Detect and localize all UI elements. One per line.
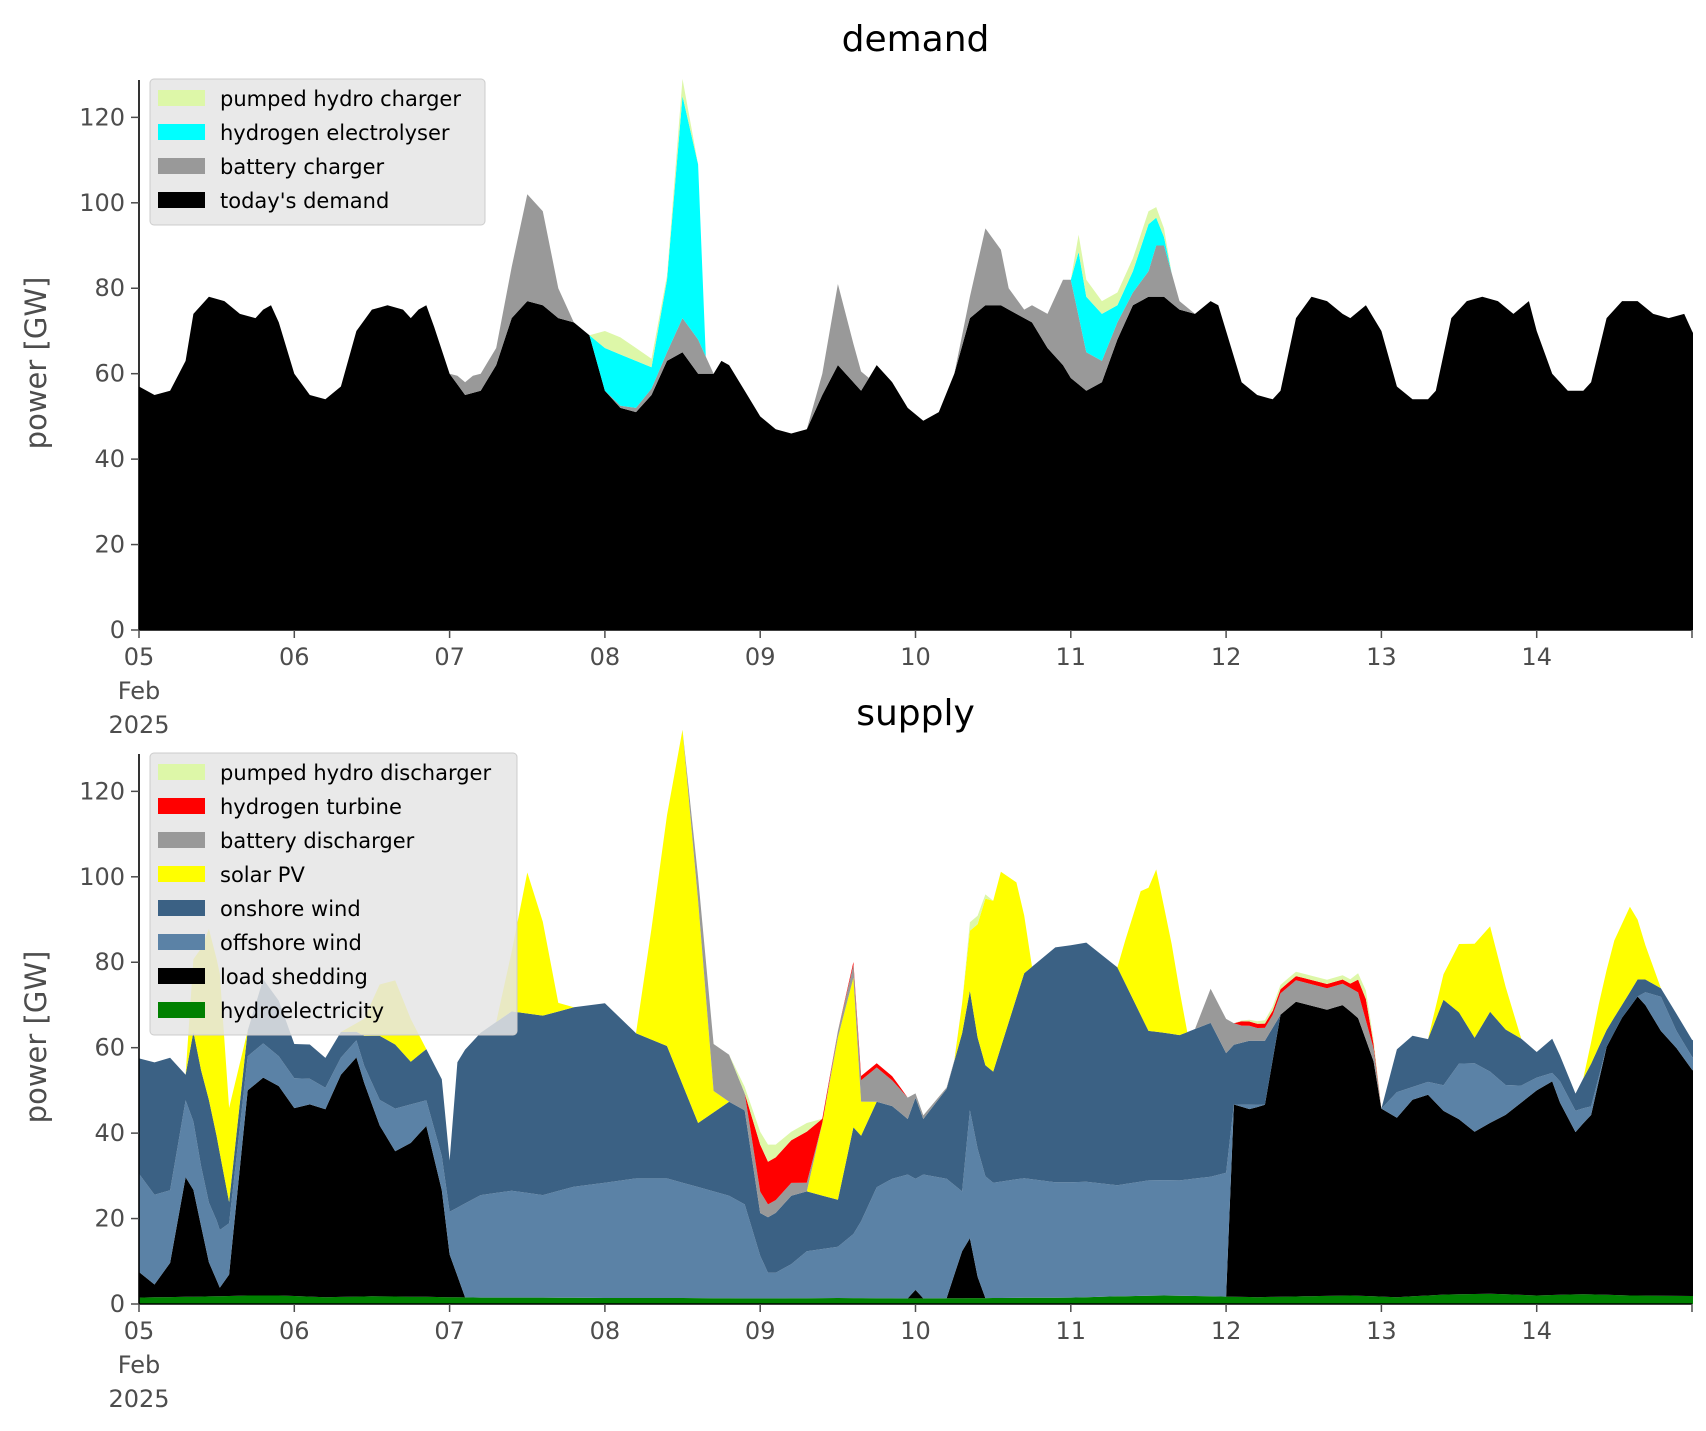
- x-tick-label: 2025: [108, 711, 169, 739]
- chart-1: supply 0 20 40 60 80 100 120 power [GW] 05 Feb 2025…: [19, 693, 1706, 1413]
- x-tick-label: 11: [1056, 643, 1087, 671]
- legend: pumped hydro charger hydrogen electrolyse…: [149, 78, 486, 226]
- y-axis-label: power [GW]: [19, 277, 53, 450]
- legend-swatch: [158, 968, 205, 984]
- series-area-onshore-wind: [139, 942, 1706, 1273]
- y-tick-label: 80: [94, 948, 125, 976]
- legend-label: battery discharger: [220, 829, 415, 853]
- y-tick-label: 100: [79, 189, 125, 217]
- x-tick-label: 12: [1211, 643, 1242, 671]
- clip-cover: [1693, 86, 1706, 630]
- legend-label: solar PV: [220, 863, 305, 887]
- legend-swatch: [158, 764, 205, 780]
- y-axis-label: power [GW]: [19, 951, 53, 1124]
- x-tick-label: 05: [124, 643, 155, 671]
- legend-swatch: [158, 192, 205, 208]
- x-tick-label: 08: [590, 1317, 621, 1345]
- legend-swatch: [158, 798, 205, 814]
- series-area-battery-charger: [139, 194, 1706, 434]
- legend-label: load shedding: [220, 965, 368, 989]
- y-tick-label: 120: [79, 103, 125, 131]
- y-tick-label: 0: [110, 616, 125, 644]
- legend-label: hydrogen turbine: [220, 795, 402, 819]
- legend-box: [149, 752, 518, 1036]
- x-tick-label: 14: [1521, 643, 1552, 671]
- legend-swatch: [158, 124, 205, 140]
- legend-swatch: [158, 158, 205, 174]
- legend-label: offshore wind: [220, 931, 362, 955]
- y-tick-label: 120: [79, 777, 125, 805]
- x-tick-label: 11: [1056, 1317, 1087, 1345]
- area-layer: [139, 729, 1706, 1304]
- y-tick-label: 20: [94, 1205, 125, 1233]
- x-tick-label: 12: [1211, 1317, 1242, 1345]
- legend-label: hydroelectricity: [220, 999, 384, 1023]
- y-tick-label: 40: [94, 445, 125, 473]
- y-tick-label: 100: [79, 863, 125, 891]
- y-tick-label: 0: [110, 1290, 125, 1318]
- x-tick-label: 09: [745, 643, 776, 671]
- y-tick-label: 40: [94, 1119, 125, 1147]
- legend-swatch: [158, 866, 205, 882]
- x-tick-label: 14: [1521, 1317, 1552, 1345]
- chart-0: demand 0 20 40 60 80 100 120 power [GW] 05 Feb 2025…: [19, 19, 1706, 739]
- x-tick-label: Feb: [118, 677, 161, 705]
- legend-label: pumped hydro charger: [220, 87, 461, 111]
- series-area-hydroelectricity: [139, 1293, 1706, 1304]
- y-tick-label: 60: [94, 360, 125, 388]
- x-tick-label: 08: [590, 643, 621, 671]
- legend-label: pumped hydro discharger: [220, 761, 491, 785]
- area-layer: [139, 78, 1706, 630]
- legend-label: hydrogen electrolyser: [220, 121, 450, 145]
- x-tick-label: 05: [124, 1317, 155, 1345]
- x-tick-label: 13: [1366, 1317, 1397, 1345]
- legend: pumped hydro discharger hydrogen turbine b…: [149, 752, 518, 1036]
- series-area-load-shedding: [139, 996, 1706, 1299]
- clip-cover: [1693, 760, 1706, 1304]
- y-tick-label: 80: [94, 274, 125, 302]
- x-tick-label: 10: [900, 1317, 931, 1345]
- legend-label: today's demand: [220, 189, 389, 213]
- x-tick-label: 06: [279, 1317, 310, 1345]
- x-tick-label: Feb: [118, 1351, 161, 1379]
- series-area-today-s-demand: [139, 296, 1706, 630]
- chart-title: supply: [856, 693, 975, 734]
- legend-swatch: [158, 934, 205, 950]
- legend-swatch: [158, 832, 205, 848]
- x-tick-label: 09: [745, 1317, 776, 1345]
- x-tick-label: 06: [279, 643, 310, 671]
- x-tick-label: 13: [1366, 643, 1397, 671]
- x-tick-label: 07: [434, 1317, 465, 1345]
- legend-label: battery charger: [220, 155, 385, 179]
- y-tick-label: 20: [94, 531, 125, 559]
- legend-label: onshore wind: [220, 897, 361, 921]
- legend-swatch: [158, 1002, 205, 1018]
- chart-title: demand: [842, 19, 990, 60]
- legend-swatch: [158, 90, 205, 106]
- x-tick-label: 10: [900, 643, 931, 671]
- legend-box: [149, 78, 486, 226]
- x-tick-label: 2025: [108, 1385, 169, 1413]
- y-tick-label: 60: [94, 1034, 125, 1062]
- series-area-offshore-wind: [139, 992, 1706, 1299]
- legend-swatch: [158, 900, 205, 916]
- x-tick-label: 07: [434, 643, 465, 671]
